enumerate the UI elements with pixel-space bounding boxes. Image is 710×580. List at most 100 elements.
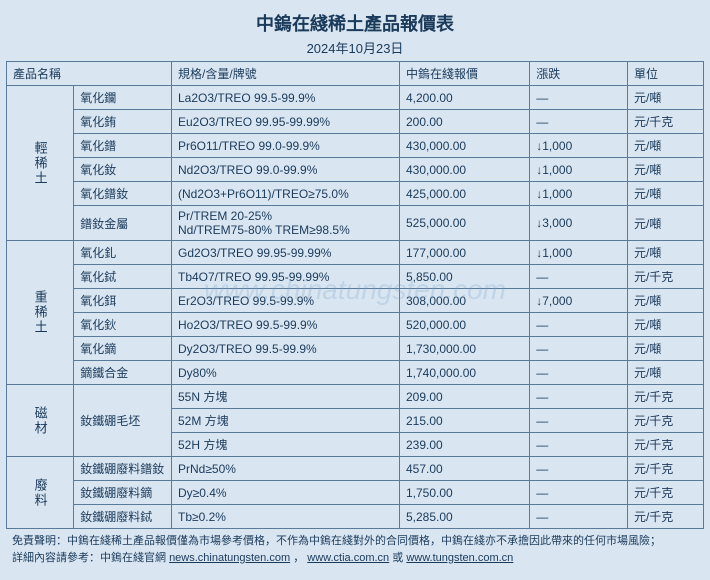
- page-title: 中鎢在綫稀土產品報價表: [6, 6, 704, 38]
- price-unit: 元/噸: [627, 158, 703, 182]
- table-row: 氧化銪Eu2O3/TREO 99.95-99.99%200.00—元/千克: [7, 110, 704, 134]
- price-unit: 元/千克: [627, 481, 703, 505]
- footer-sep-2: 或: [392, 552, 406, 564]
- product-name: 鏑鐵合金: [74, 361, 172, 385]
- product-spec: Gd2O3/TREO 99.95-99.99%: [172, 241, 400, 265]
- price-unit: 元/千克: [627, 385, 703, 409]
- product-spec: Tb4O7/TREO 99.95-99.99%: [172, 265, 400, 289]
- price-unit: 元/千克: [627, 433, 703, 457]
- price-change: —: [530, 481, 628, 505]
- product-price: 430,000.00: [399, 134, 529, 158]
- product-price: 525,000.00: [399, 206, 529, 241]
- product-spec: La2O3/TREO 99.5-99.9%: [172, 86, 400, 110]
- product-price: 1,730,000.00: [399, 337, 529, 361]
- product-spec: Dy80%: [172, 361, 400, 385]
- table-row: 磁材釹鐵硼毛坯55N 方塊209.00—元/千克: [7, 385, 704, 409]
- product-price: 177,000.00: [399, 241, 529, 265]
- product-price: 520,000.00: [399, 313, 529, 337]
- disclaimer: 免責聲明：中鎢在綫稀土產品報價僅為市場參考價格，不作為中鎢在綫對外的合同價格，中…: [6, 529, 704, 568]
- table-row: 鏑鐵合金Dy80%1,740,000.00—元/噸: [7, 361, 704, 385]
- price-change: —: [530, 86, 628, 110]
- product-spec: Er2O3/TREO 99.5-99.9%: [172, 289, 400, 313]
- product-spec: Pr/TREM 20-25% Nd/TREM75-80% TREM≥98.5%: [172, 206, 400, 241]
- table-row: 釹鐵硼廢料鏑Dy≥0.4%1,750.00—元/千克: [7, 481, 704, 505]
- price-change: —: [530, 505, 628, 529]
- product-price: 239.00: [399, 433, 529, 457]
- price-change: —: [530, 313, 628, 337]
- price-unit: 元/千克: [627, 265, 703, 289]
- price-table: 產品名稱 規格/含量/牌號 中鎢在綫報價 漲跌 單位 輕稀土氧化鑭La2O3/T…: [6, 61, 704, 529]
- price-change: —: [530, 337, 628, 361]
- category-label: 磁材: [7, 385, 74, 457]
- product-spec: Pr6O11/TREO 99.0-99.9%: [172, 134, 400, 158]
- table-row: 釹鐵硼廢料鋱Tb≥0.2%5,285.00—元/千克: [7, 505, 704, 529]
- price-unit: 元/千克: [627, 505, 703, 529]
- table-row: 氧化鏑Dy2O3/TREO 99.5-99.9%1,730,000.00—元/噸: [7, 337, 704, 361]
- footer-link-2[interactable]: www.ctia.com.cn: [307, 552, 389, 564]
- table-row: 氧化鉺Er2O3/TREO 99.5-99.9%308,000.00↓7,000…: [7, 289, 704, 313]
- price-change: —: [530, 265, 628, 289]
- price-unit: 元/噸: [627, 337, 703, 361]
- product-name: 釹鐵硼廢料鋱: [74, 505, 172, 529]
- price-change: ↓1,000: [530, 182, 628, 206]
- header-price: 中鎢在綫報價: [399, 62, 529, 86]
- product-price: 425,000.00: [399, 182, 529, 206]
- product-spec: Tb≥0.2%: [172, 505, 400, 529]
- disclaimer-line2-prefix: 詳細內容請參考：中鎢在綫官網: [12, 552, 169, 564]
- price-change: ↓1,000: [530, 158, 628, 182]
- table-row: 氧化釹Nd2O3/TREO 99.0-99.9%430,000.00↓1,000…: [7, 158, 704, 182]
- footer-link-1[interactable]: news.chinatungsten.com: [169, 552, 290, 564]
- product-name: 氧化鐠釹: [74, 182, 172, 206]
- table-row: 輕稀土氧化鑭La2O3/TREO 99.5-99.9%4,200.00—元/噸: [7, 86, 704, 110]
- disclaimer-line1: 免責聲明：中鎢在綫稀土產品報價僅為市場參考價格，不作為中鎢在綫對外的合同價格，中…: [12, 535, 661, 547]
- table-row: 氧化鋱Tb4O7/TREO 99.95-99.99%5,850.00—元/千克: [7, 265, 704, 289]
- table-row: 氧化鈥Ho2O3/TREO 99.5-99.9%520,000.00—元/噸: [7, 313, 704, 337]
- product-name: 氧化鉺: [74, 289, 172, 313]
- product-name: 氧化釹: [74, 158, 172, 182]
- price-change: —: [530, 385, 628, 409]
- table-header-row: 產品名稱 規格/含量/牌號 中鎢在綫報價 漲跌 單位: [7, 62, 704, 86]
- price-unit: 元/噸: [627, 289, 703, 313]
- product-name: 釹鐵硼毛坯: [74, 385, 172, 457]
- price-unit: 元/噸: [627, 241, 703, 265]
- price-change: ↓7,000: [530, 289, 628, 313]
- table-row: 氧化鐠釹(Nd2O3+Pr6O11)/TREO≥75.0%425,000.00↓…: [7, 182, 704, 206]
- product-spec: Dy≥0.4%: [172, 481, 400, 505]
- product-spec: (Nd2O3+Pr6O11)/TREO≥75.0%: [172, 182, 400, 206]
- header-name: 產品名稱: [7, 62, 172, 86]
- product-price: 209.00: [399, 385, 529, 409]
- header-unit: 單位: [627, 62, 703, 86]
- product-name: 氧化鏑: [74, 337, 172, 361]
- product-spec: 55N 方塊: [172, 385, 400, 409]
- category-label: 廢料: [7, 457, 74, 529]
- product-spec: Eu2O3/TREO 99.95-99.99%: [172, 110, 400, 134]
- product-price: 215.00: [399, 409, 529, 433]
- category-label: 重稀土: [7, 241, 74, 385]
- product-name: 釹鐵硼廢料鏑: [74, 481, 172, 505]
- price-change: —: [530, 433, 628, 457]
- price-change: ↓1,000: [530, 134, 628, 158]
- product-price: 5,285.00: [399, 505, 529, 529]
- price-unit: 元/噸: [627, 313, 703, 337]
- product-spec: Ho2O3/TREO 99.5-99.9%: [172, 313, 400, 337]
- price-change: —: [530, 361, 628, 385]
- price-change: —: [530, 409, 628, 433]
- product-price: 457.00: [399, 457, 529, 481]
- product-spec: 52H 方塊: [172, 433, 400, 457]
- header-spec: 規格/含量/牌號: [172, 62, 400, 86]
- price-change: ↓1,000: [530, 241, 628, 265]
- product-price: 430,000.00: [399, 158, 529, 182]
- footer-sep-1: ，: [293, 552, 304, 564]
- product-name: 氧化鈥: [74, 313, 172, 337]
- table-row: 廢料釹鐵硼廢料鐠釹PrNd≥50%457.00—元/千克: [7, 457, 704, 481]
- product-price: 200.00: [399, 110, 529, 134]
- footer-link-3[interactable]: www.tungsten.com.cn: [406, 552, 513, 564]
- header-change: 漲跌: [530, 62, 628, 86]
- price-unit: 元/噸: [627, 182, 703, 206]
- product-spec: Nd2O3/TREO 99.0-99.9%: [172, 158, 400, 182]
- product-name: 氧化鑭: [74, 86, 172, 110]
- price-unit: 元/千克: [627, 457, 703, 481]
- product-price: 308,000.00: [399, 289, 529, 313]
- price-unit: 元/千克: [627, 110, 703, 134]
- price-unit: 元/噸: [627, 206, 703, 241]
